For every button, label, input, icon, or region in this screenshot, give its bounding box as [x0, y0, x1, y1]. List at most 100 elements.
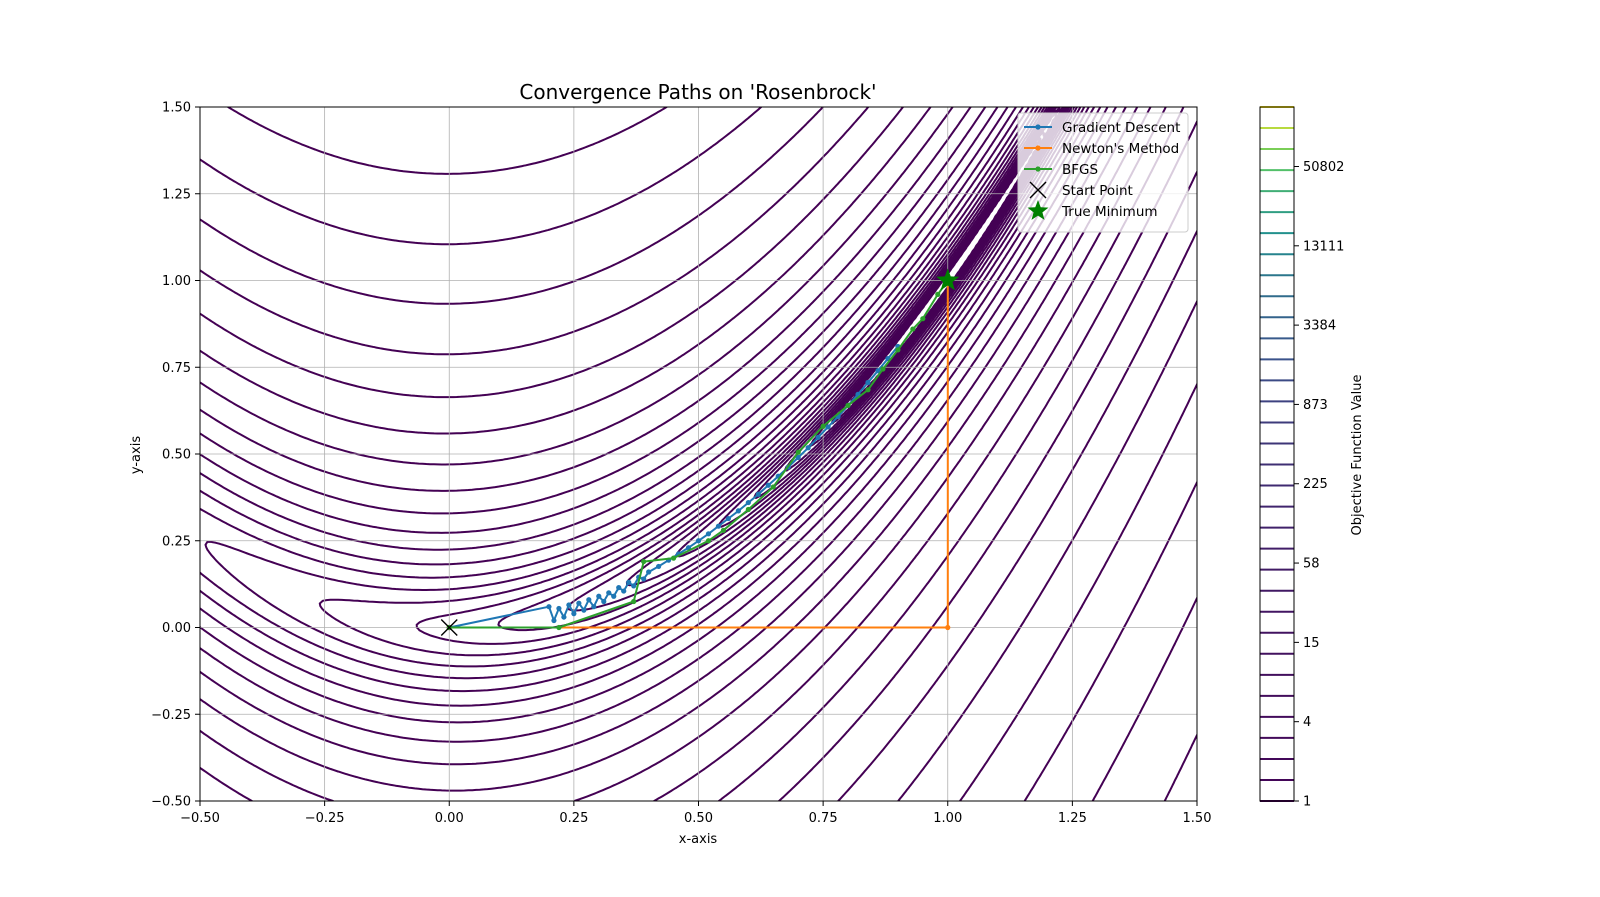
series-point: [715, 523, 722, 529]
series-point: [765, 482, 771, 488]
contour-line: [1091, 597, 1197, 801]
legend-entry: BFGS: [1024, 162, 1098, 178]
series-point: [586, 597, 592, 603]
true-minimum-marker: [1027, 200, 1049, 220]
legend: Gradient Descent Newton's Method BFGS Start…: [1017, 112, 1189, 233]
colorbar-label: Objective Function Value: [1350, 375, 1365, 536]
contour-line: [227, 107, 1197, 801]
series-point: [561, 614, 567, 620]
series-point: [571, 611, 577, 617]
series-point: [641, 576, 647, 582]
series-point: [626, 579, 632, 585]
series-point: [656, 563, 662, 570]
y-tick-label: −0.25: [151, 708, 191, 723]
y-tick-label: 0.00: [162, 621, 191, 636]
legend-entry: True Minimum: [1027, 200, 1158, 220]
x-tick-label: 1.50: [1183, 811, 1212, 826]
legend-entry: Start Point: [1029, 181, 1133, 199]
x-tick-label: 1.25: [1058, 811, 1087, 826]
x-tick-label: 0.25: [559, 811, 588, 826]
series-point: [805, 445, 811, 451]
x-axis-label: x-axis: [679, 832, 718, 847]
series-true-minimum: [936, 268, 960, 291]
x-tick-label: −0.25: [305, 811, 345, 826]
series-point: [945, 624, 951, 631]
legend-label: Start Point: [1062, 183, 1133, 199]
x-tick-label: −0.50: [180, 811, 220, 826]
series-point: [825, 424, 831, 430]
y-tick-label: 1.50: [162, 101, 191, 116]
true-minimum-marker: [936, 268, 960, 291]
legend-entry: Gradient Descent: [1024, 120, 1180, 136]
start-point-marker: [1029, 181, 1047, 199]
series-point: [591, 604, 597, 610]
series-point: [616, 584, 622, 591]
series-point: [725, 515, 732, 522]
start-point-marker: [440, 619, 458, 636]
series-point: [646, 569, 652, 575]
legend-entry: Newton's Method: [1024, 141, 1179, 157]
series-point: [795, 449, 801, 455]
series-point: [1035, 124, 1041, 130]
legend-label: Newton's Method: [1062, 141, 1179, 157]
series-point: [745, 506, 751, 513]
series-point: [910, 326, 916, 332]
legend-label: Gradient Descent: [1062, 120, 1180, 136]
contour-line: [959, 383, 1197, 801]
series-point: [546, 604, 552, 610]
series-point: [566, 602, 572, 608]
series-point: [845, 402, 851, 409]
series-point: [795, 454, 801, 461]
series-point: [621, 588, 627, 594]
y-tick-label: 1.25: [162, 187, 191, 202]
contour-line: [1023, 481, 1197, 801]
series-point: [935, 291, 941, 297]
colorbar-tick-label: 15: [1303, 636, 1320, 651]
series-point: [865, 379, 871, 386]
colorbar-frame: [1259, 106, 1295, 802]
x-axis-ticks: −0.50 −0.25 0.00 0.25 0.50 0.75 1.00 1.25 1.50: [180, 801, 1211, 826]
y-tick-label: 0.25: [162, 534, 191, 549]
series-point: [705, 538, 712, 544]
contour-line: [1163, 734, 1197, 801]
contour-line: [415, 107, 1082, 645]
series-point: [695, 538, 702, 544]
series-point: [641, 558, 647, 565]
legend-label: BFGS: [1062, 162, 1098, 178]
legend-label: True Minimum: [1061, 204, 1158, 220]
series-point: [1035, 166, 1041, 172]
colorbar-tick-label: 50802: [1303, 160, 1344, 175]
series-point: [606, 590, 612, 596]
colorbar-tick-label: 873: [1303, 398, 1328, 413]
y-tick-label: −0.50: [151, 795, 191, 810]
x-tick-label: 0.50: [684, 811, 713, 826]
series-point: [596, 593, 602, 599]
series-point: [755, 491, 761, 497]
colorbar-tick-label: 13111: [1303, 239, 1344, 254]
series-point: [720, 527, 727, 533]
series-point: [895, 347, 901, 353]
colorbar-tick-label: 3384: [1303, 319, 1336, 334]
contour-line: [200, 107, 1139, 766]
series-point: [880, 366, 886, 372]
series-point: [631, 583, 637, 589]
colorbar-tick-label: 1: [1303, 795, 1311, 810]
series-layer: [440, 268, 960, 636]
series-point: [670, 555, 677, 561]
series-point: [576, 600, 582, 606]
x-tick-label: 0.75: [809, 811, 838, 826]
contour-line: [200, 107, 1152, 792]
contour-line: [204, 107, 1090, 668]
series-point: [745, 499, 751, 506]
colorbar-tick-label: 225: [1303, 477, 1328, 492]
series-point: [581, 607, 587, 613]
series-point: [865, 387, 871, 393]
series-point: [1035, 145, 1041, 151]
colorbar-tick-label: 4: [1303, 715, 1311, 730]
series-point: [705, 531, 712, 537]
series-point: [551, 617, 557, 624]
y-tick-label: 1.00: [162, 274, 191, 289]
x-tick-label: 0.00: [435, 811, 464, 826]
series-point: [820, 423, 826, 429]
